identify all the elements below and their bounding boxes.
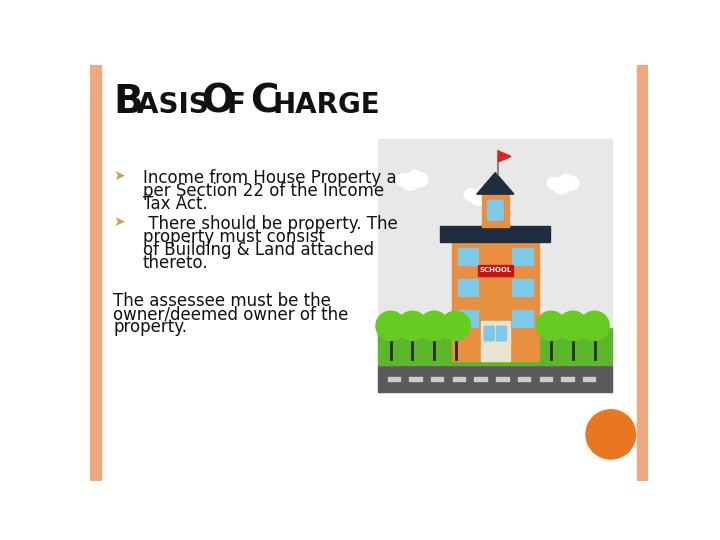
Text: of Building & Land attached: of Building & Land attached (143, 241, 374, 259)
Circle shape (397, 311, 427, 340)
Circle shape (376, 311, 405, 340)
Bar (477, 265, 513, 276)
Polygon shape (477, 173, 514, 194)
Circle shape (409, 170, 420, 181)
Text: ASIS: ASIS (137, 91, 218, 119)
Circle shape (565, 177, 579, 190)
Bar (458, 248, 478, 265)
Circle shape (558, 311, 588, 340)
Circle shape (482, 188, 496, 202)
Bar (452, 242, 539, 361)
FancyBboxPatch shape (484, 326, 494, 341)
Bar (482, 194, 508, 226)
Text: The assessee must be the: The assessee must be the (113, 292, 331, 310)
Circle shape (536, 311, 566, 340)
Bar (513, 248, 533, 265)
Bar (513, 279, 533, 296)
Text: F: F (228, 91, 256, 119)
Bar (453, 377, 465, 381)
Circle shape (402, 173, 419, 190)
Circle shape (554, 177, 570, 194)
Text: HARGE: HARGE (273, 91, 381, 119)
Text: owner/deemed owner of the: owner/deemed owner of the (113, 305, 348, 323)
FancyBboxPatch shape (487, 200, 503, 220)
Bar (474, 377, 487, 381)
Bar (637, 65, 648, 481)
Circle shape (471, 189, 487, 206)
Text: Tax Act.: Tax Act. (143, 195, 207, 213)
FancyBboxPatch shape (497, 326, 507, 341)
Circle shape (441, 311, 471, 340)
Bar (561, 377, 574, 381)
Bar (441, 226, 550, 242)
Text: property.: property. (113, 318, 187, 336)
Circle shape (560, 174, 571, 185)
Circle shape (419, 311, 449, 340)
Text: C: C (250, 83, 279, 120)
Text: per Section 22 of the Income: per Section 22 of the Income (143, 182, 384, 200)
Circle shape (580, 311, 609, 340)
Bar (409, 377, 422, 381)
Circle shape (586, 410, 636, 459)
Bar (90, 65, 101, 481)
Text: O: O (201, 83, 234, 120)
Bar (583, 377, 595, 381)
Text: There should be property. The: There should be property. The (143, 215, 397, 233)
Bar (431, 377, 444, 381)
Bar (378, 365, 612, 392)
Bar (518, 377, 530, 381)
Circle shape (414, 173, 428, 186)
Circle shape (477, 186, 488, 197)
Circle shape (396, 173, 408, 186)
Polygon shape (498, 151, 510, 162)
Text: property must consist: property must consist (143, 228, 325, 246)
Bar (496, 377, 508, 381)
Text: Income from House Property as: Income from House Property as (143, 168, 405, 187)
Bar (378, 139, 612, 392)
Bar (481, 321, 510, 361)
Text: SCHOOL: SCHOOL (480, 267, 511, 273)
Circle shape (547, 177, 559, 190)
Text: ➤: ➤ (113, 168, 125, 183)
Circle shape (464, 189, 477, 201)
Bar (513, 309, 533, 327)
Bar (458, 309, 478, 327)
Bar (539, 377, 552, 381)
Bar (387, 377, 400, 381)
Bar (378, 328, 612, 365)
Text: B: B (113, 83, 143, 120)
Bar (458, 279, 478, 296)
Text: ➤: ➤ (113, 215, 125, 229)
Text: thereto.: thereto. (143, 254, 208, 272)
